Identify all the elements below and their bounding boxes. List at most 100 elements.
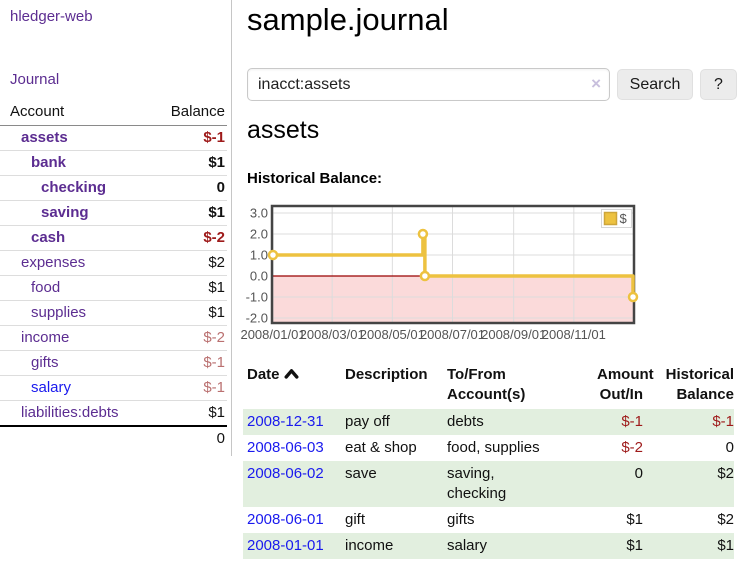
register-amount: $1: [626, 537, 643, 554]
register-accounts: food, supplies: [447, 439, 540, 456]
account-row: cash $-2: [0, 225, 227, 251]
main-content: sample.journal × Search ? assets Histori…: [240, 0, 742, 582]
chart-title: Historical Balance:: [247, 170, 383, 187]
account-balance: $1: [125, 275, 227, 301]
account-balance: $1: [125, 400, 227, 426]
accounts-header-account: Account: [0, 100, 125, 126]
account-row: saving $1: [0, 200, 227, 226]
account-link[interactable]: saving: [41, 204, 89, 221]
register-date-link[interactable]: 2008-01-01: [247, 537, 324, 554]
register-balance: $2: [717, 511, 734, 528]
register-header-amount: Amount Out/In: [597, 366, 654, 403]
register-header-date: Date: [243, 363, 345, 409]
svg-text:2008/05/01: 2008/05/01: [360, 327, 425, 342]
account-balance: $-2: [125, 325, 227, 351]
sidebar-item-journal[interactable]: Journal: [10, 71, 60, 88]
register-balance: $2: [717, 465, 734, 482]
register-balance: $-1: [712, 413, 734, 430]
accounts-total-row: 0: [0, 425, 227, 451]
account-row: salary $-1: [0, 375, 227, 401]
account-row: assets $-1: [0, 126, 227, 151]
register-description: income: [345, 537, 394, 554]
svg-text:2008/09/01: 2008/09/01: [481, 327, 546, 342]
account-link[interactable]: bank: [31, 154, 67, 171]
register-amount: $-1: [621, 413, 643, 430]
accounts-total-value: 0: [0, 425, 227, 451]
accounts-header-balance: Balance: [125, 100, 227, 126]
account-balance: $-1: [125, 375, 227, 401]
register-balance: $1: [717, 537, 734, 554]
register-table: Date Description To/From Account(s) Amount …: [243, 363, 734, 559]
svg-text:-2.0: -2.0: [246, 311, 268, 326]
account-link[interactable]: supplies: [31, 304, 87, 321]
account-balance: 0: [125, 175, 227, 201]
svg-text:0.0: 0.0: [250, 269, 268, 284]
register-row: 2008-06-01 gift gifts $1 $2: [243, 507, 734, 533]
account-link[interactable]: expenses: [21, 254, 86, 271]
svg-text:$: $: [620, 211, 628, 226]
svg-text:1.0: 1.0: [250, 248, 268, 263]
register-description: eat & shop: [345, 439, 417, 456]
svg-text:2008/03/01: 2008/03/01: [300, 327, 365, 342]
register-accounts: gifts: [447, 511, 475, 528]
register-date-link[interactable]: 2008-12-31: [247, 413, 324, 430]
account-row: food $1: [0, 275, 227, 301]
search-row: × Search ?: [247, 68, 742, 101]
register-amount: 0: [634, 465, 643, 482]
sidebar: hledger-web Journal Account Balance asse…: [0, 0, 232, 456]
help-button[interactable]: ?: [700, 69, 737, 100]
svg-text:2008/11/01: 2008/11/01: [542, 327, 606, 342]
account-balance: $1: [125, 200, 227, 226]
account-balance: $1: [125, 150, 227, 176]
account-balance: $1: [125, 300, 227, 326]
svg-text:2008/07/01: 2008/07/01: [420, 327, 485, 342]
register-date-link[interactable]: 2008-06-03: [247, 439, 324, 456]
account-row: liabilities:debts $1: [0, 400, 227, 426]
historical-balance-chart: 3.0 2.0 1.0 0.0 -1.0 -2.0 2008/01/01 2008/03/01…: [240, 203, 639, 348]
register-row: 2008-12-31 pay off debts $-1 $-1: [243, 409, 734, 435]
search-box: ×: [247, 68, 610, 101]
register-row: 2008-06-02 save saving, checking 0 $2: [243, 461, 734, 507]
register-amount: $-2: [621, 439, 643, 456]
register-row: 2008-01-01 income salary $1 $1: [243, 533, 734, 559]
account-row: checking 0: [0, 175, 227, 201]
chart-legend: $: [601, 209, 632, 228]
register-date-link[interactable]: 2008-06-02: [247, 465, 324, 482]
account-link[interactable]: liabilities:debts: [21, 404, 119, 421]
account-link[interactable]: income: [21, 329, 70, 346]
register-accounts: debts: [447, 413, 484, 430]
register-header-historical: Historical Balance: [665, 366, 734, 403]
account-link[interactable]: salary: [31, 379, 72, 396]
page-title: sample.journal: [247, 2, 449, 37]
register-balance: 0: [725, 439, 734, 456]
clear-search-icon[interactable]: ×: [591, 74, 601, 93]
svg-text:-1.0: -1.0: [246, 290, 268, 305]
register-row: 2008-06-03 eat & shop food, supplies $-2 0: [243, 435, 734, 461]
account-heading: assets: [247, 116, 320, 144]
register-date-link[interactable]: 2008-06-01: [247, 511, 324, 528]
account-link[interactable]: food: [31, 279, 61, 296]
account-balance: $-1: [203, 129, 225, 146]
svg-text:3.0: 3.0: [250, 206, 268, 221]
chart-svg: 3.0 2.0 1.0 0.0 -1.0 -2.02008/01/012008/03/01…: [240, 204, 639, 342]
account-row: income $-2: [0, 325, 227, 351]
register-description: gift: [345, 511, 366, 528]
register-header-row: Date Description To/From Account(s) Amount …: [243, 363, 734, 409]
account-link[interactable]: gifts: [31, 354, 59, 371]
register-description: pay off: [345, 413, 390, 430]
account-row: gifts $-1: [0, 350, 227, 376]
account-link[interactable]: assets: [21, 129, 68, 146]
search-input[interactable]: [247, 68, 610, 101]
account-link[interactable]: cash: [31, 229, 66, 246]
svg-text:2.0: 2.0: [250, 227, 268, 242]
register-description: save: [345, 465, 377, 482]
account-row: bank $1: [0, 150, 227, 176]
register-header-to: To/From Account(s): [447, 366, 526, 403]
account-link[interactable]: checking: [41, 179, 107, 196]
accounts-table: Account Balance assets $-1 bank $1 checking 0…: [0, 100, 227, 451]
register-accounts: saving, checking: [447, 465, 507, 502]
account-balance: $-2: [125, 225, 227, 251]
brand-link[interactable]: hledger-web: [10, 8, 93, 25]
search-button[interactable]: Search: [617, 69, 693, 100]
